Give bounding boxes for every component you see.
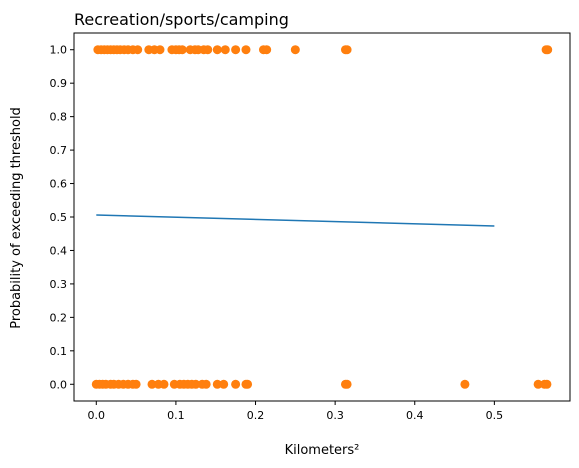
scatter-point — [241, 45, 251, 55]
scatter-point — [219, 379, 229, 389]
y-tick-label: 0.7 — [50, 144, 68, 157]
scatter-point — [262, 45, 272, 55]
scatter-point — [342, 45, 352, 55]
x-tick-label: 0.4 — [406, 409, 424, 422]
y-axis-title: Probability of exceeding threshold — [9, 107, 24, 329]
y-tick-label: 0.4 — [50, 244, 68, 257]
scatter-point — [147, 379, 157, 389]
plot-area — [91, 45, 553, 389]
scatter-point — [133, 45, 143, 55]
scatter-point — [159, 379, 169, 389]
x-tick-label: 0.0 — [88, 409, 106, 422]
y-tick-label: 0.5 — [50, 211, 68, 224]
fit-line — [96, 214, 495, 227]
y-tick-label: 0.6 — [50, 178, 68, 191]
y-tick-label: 0.3 — [50, 278, 68, 291]
scatter-point — [220, 45, 230, 55]
x-tick-label: 0.1 — [167, 409, 185, 422]
scatter-point — [212, 379, 222, 389]
scatter-point — [543, 45, 553, 55]
y-tick-label: 0.1 — [50, 345, 68, 358]
y-axis: 0.0 0.1 0.2 0.3 0.4 0.5 0.6 0.7 0.8 0.9 1.0 — [50, 44, 74, 391]
y-tick-label: 1.0 — [50, 44, 68, 57]
x-tick-label: 0.2 — [247, 409, 265, 422]
y-tick-label: 0.0 — [50, 378, 68, 391]
scatter-point — [243, 379, 253, 389]
y-tick-label: 0.9 — [50, 77, 68, 90]
scatter-point — [542, 379, 552, 389]
scatter-point — [231, 45, 241, 55]
x-axis: 0.0 0.1 0.2 0.3 0.4 0.5 — [88, 401, 504, 422]
scatter-point — [203, 45, 213, 55]
scatter-point — [201, 379, 211, 389]
scatter-point — [177, 45, 187, 55]
scatter-point — [155, 45, 165, 55]
plot-frame — [73, 32, 571, 402]
x-axis-title: Kilometers² — [285, 443, 360, 458]
scatter-point — [460, 379, 470, 389]
scatter-point — [342, 379, 352, 389]
scatter-point — [231, 379, 241, 389]
y-tick-label: 0.8 — [50, 111, 68, 124]
scatter-point — [131, 379, 141, 389]
scatter-point — [191, 379, 201, 389]
y-tick-label: 0.2 — [50, 311, 68, 324]
scatter-point — [290, 45, 300, 55]
scatter-point — [533, 379, 543, 389]
x-tick-label: 0.5 — [486, 409, 504, 422]
chart-title: Recreation/sports/camping — [74, 10, 289, 29]
x-tick-label: 0.3 — [326, 409, 344, 422]
scatter-point — [212, 45, 222, 55]
